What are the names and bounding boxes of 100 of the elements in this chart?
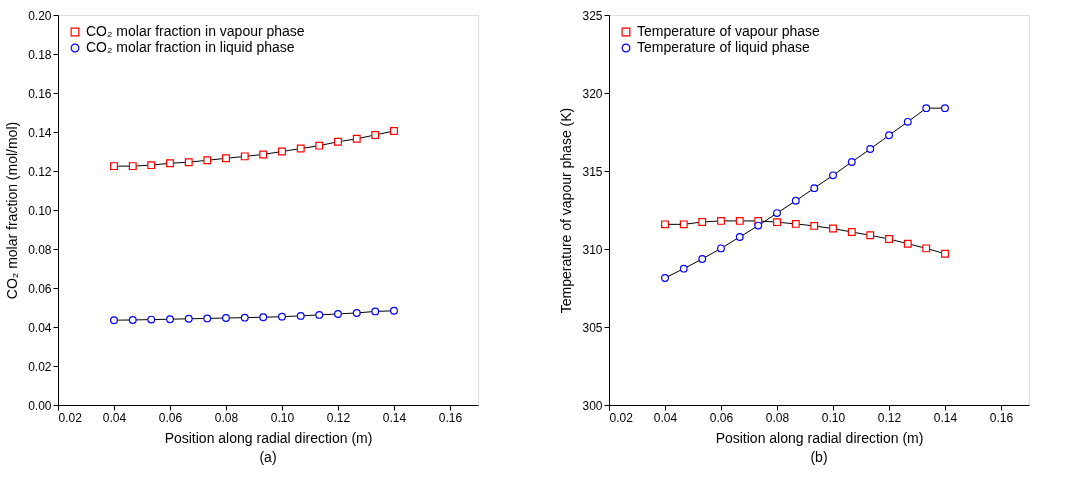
point: [278, 312, 286, 321]
point: [847, 158, 856, 166]
point: [717, 244, 725, 253]
x-tick-label: 0.08: [214, 410, 239, 425]
point: [903, 117, 912, 126]
point: [166, 315, 174, 324]
x-tick-label: 0.10: [821, 410, 846, 425]
y-tick-label: 305: [582, 320, 603, 335]
point: [203, 156, 212, 165]
x-tick-label: 0.14: [933, 410, 958, 425]
point: [922, 244, 931, 253]
point: [147, 315, 156, 324]
point: [259, 313, 268, 322]
y-tick-label: 0.04: [28, 320, 52, 335]
y-tick-label: 315: [582, 164, 603, 179]
x-tick-label: 0.12: [326, 410, 351, 425]
point: [315, 141, 324, 150]
point: [885, 235, 893, 243]
text: (b): [810, 449, 828, 465]
point: [315, 310, 324, 319]
point: [791, 196, 800, 205]
y-tick-label: 0.14: [28, 125, 52, 140]
y-tick-label: 0.16: [28, 86, 52, 101]
y-tick-label: 0.10: [28, 203, 52, 218]
y-tick-label: 0.18: [28, 47, 52, 62]
point: [166, 159, 174, 168]
y-tick-label: 300: [582, 398, 603, 413]
point: [661, 274, 669, 282]
point: [222, 154, 230, 163]
x-tick-label: 0.08: [765, 410, 790, 425]
y-axis-title: CO₂ molar fraction (mol/mol): [4, 121, 21, 300]
y-tick-label: 0.00: [28, 398, 52, 413]
point: [371, 130, 380, 139]
y-tick-label: 0.08: [28, 242, 52, 257]
x-tick-label: 0.04: [102, 410, 127, 425]
point: [661, 220, 669, 229]
x-tick-label: 0.04: [653, 410, 678, 425]
point: [128, 162, 137, 171]
point: [903, 239, 912, 248]
point: [334, 309, 342, 318]
x-tick-label: 0.06: [158, 410, 183, 425]
point: [679, 220, 688, 229]
point: [390, 127, 398, 135]
x-axis-title: Position along radial direction (m): [715, 429, 924, 446]
x-tick-label: 0.02: [609, 410, 634, 425]
y-tick-label: 320: [582, 86, 603, 101]
text: (a): [259, 449, 277, 465]
x-axis-title: Position along radial direction (m): [164, 429, 373, 446]
point: [296, 144, 305, 153]
point: [128, 316, 137, 324]
point: [810, 184, 819, 193]
point: [259, 150, 268, 159]
point: [773, 218, 781, 227]
point: [829, 171, 837, 180]
point: [810, 221, 819, 230]
y-tick-label: 0.02: [28, 359, 52, 374]
point: [679, 264, 688, 273]
point: [352, 134, 361, 143]
x-tick-label: 0.10: [270, 410, 295, 425]
y-tick-label: 0.20: [28, 8, 52, 23]
point: [754, 221, 763, 230]
legend-label: CO₂ molar fraction in liquid phase: [86, 39, 295, 55]
point: [240, 313, 249, 322]
x-tick-label: 0.16: [989, 410, 1014, 425]
x-tick-label: 0.12: [877, 410, 902, 425]
point: [847, 228, 856, 236]
point: [941, 104, 949, 113]
x-tick-label: 0.16: [438, 410, 463, 425]
point: [184, 158, 193, 167]
x-tick-label: 0.06: [709, 410, 734, 425]
point: [941, 249, 949, 258]
point: [240, 152, 249, 161]
point: [110, 162, 118, 171]
point: [922, 104, 931, 113]
x-tick-label: 0.14: [382, 410, 407, 425]
y-tick-label: 0.06: [28, 281, 52, 296]
point: [773, 209, 781, 218]
y-tick-label: 0.12: [28, 164, 52, 179]
point: [203, 314, 212, 323]
point: [352, 309, 361, 317]
point: [866, 145, 875, 153]
point: [698, 218, 707, 226]
point: [735, 233, 744, 241]
point: [791, 219, 800, 228]
y-tick-label: 325: [582, 8, 603, 23]
point: [717, 216, 725, 225]
point: [278, 147, 286, 156]
point: [735, 216, 744, 225]
legend-label: Temperature of liquid phase: [637, 39, 810, 55]
legend-label: CO₂ molar fraction in vapour phase: [86, 23, 305, 39]
y-tick-label: 310: [582, 242, 603, 257]
point: [222, 314, 230, 322]
point: [390, 306, 398, 315]
point: [110, 316, 118, 325]
point: [334, 137, 342, 146]
point: [296, 311, 305, 320]
point: [184, 314, 193, 323]
x-tick-label: 0.02: [58, 410, 83, 425]
point: [885, 131, 893, 140]
y-axis-title: Temperature of vapour phase (K): [558, 107, 575, 314]
